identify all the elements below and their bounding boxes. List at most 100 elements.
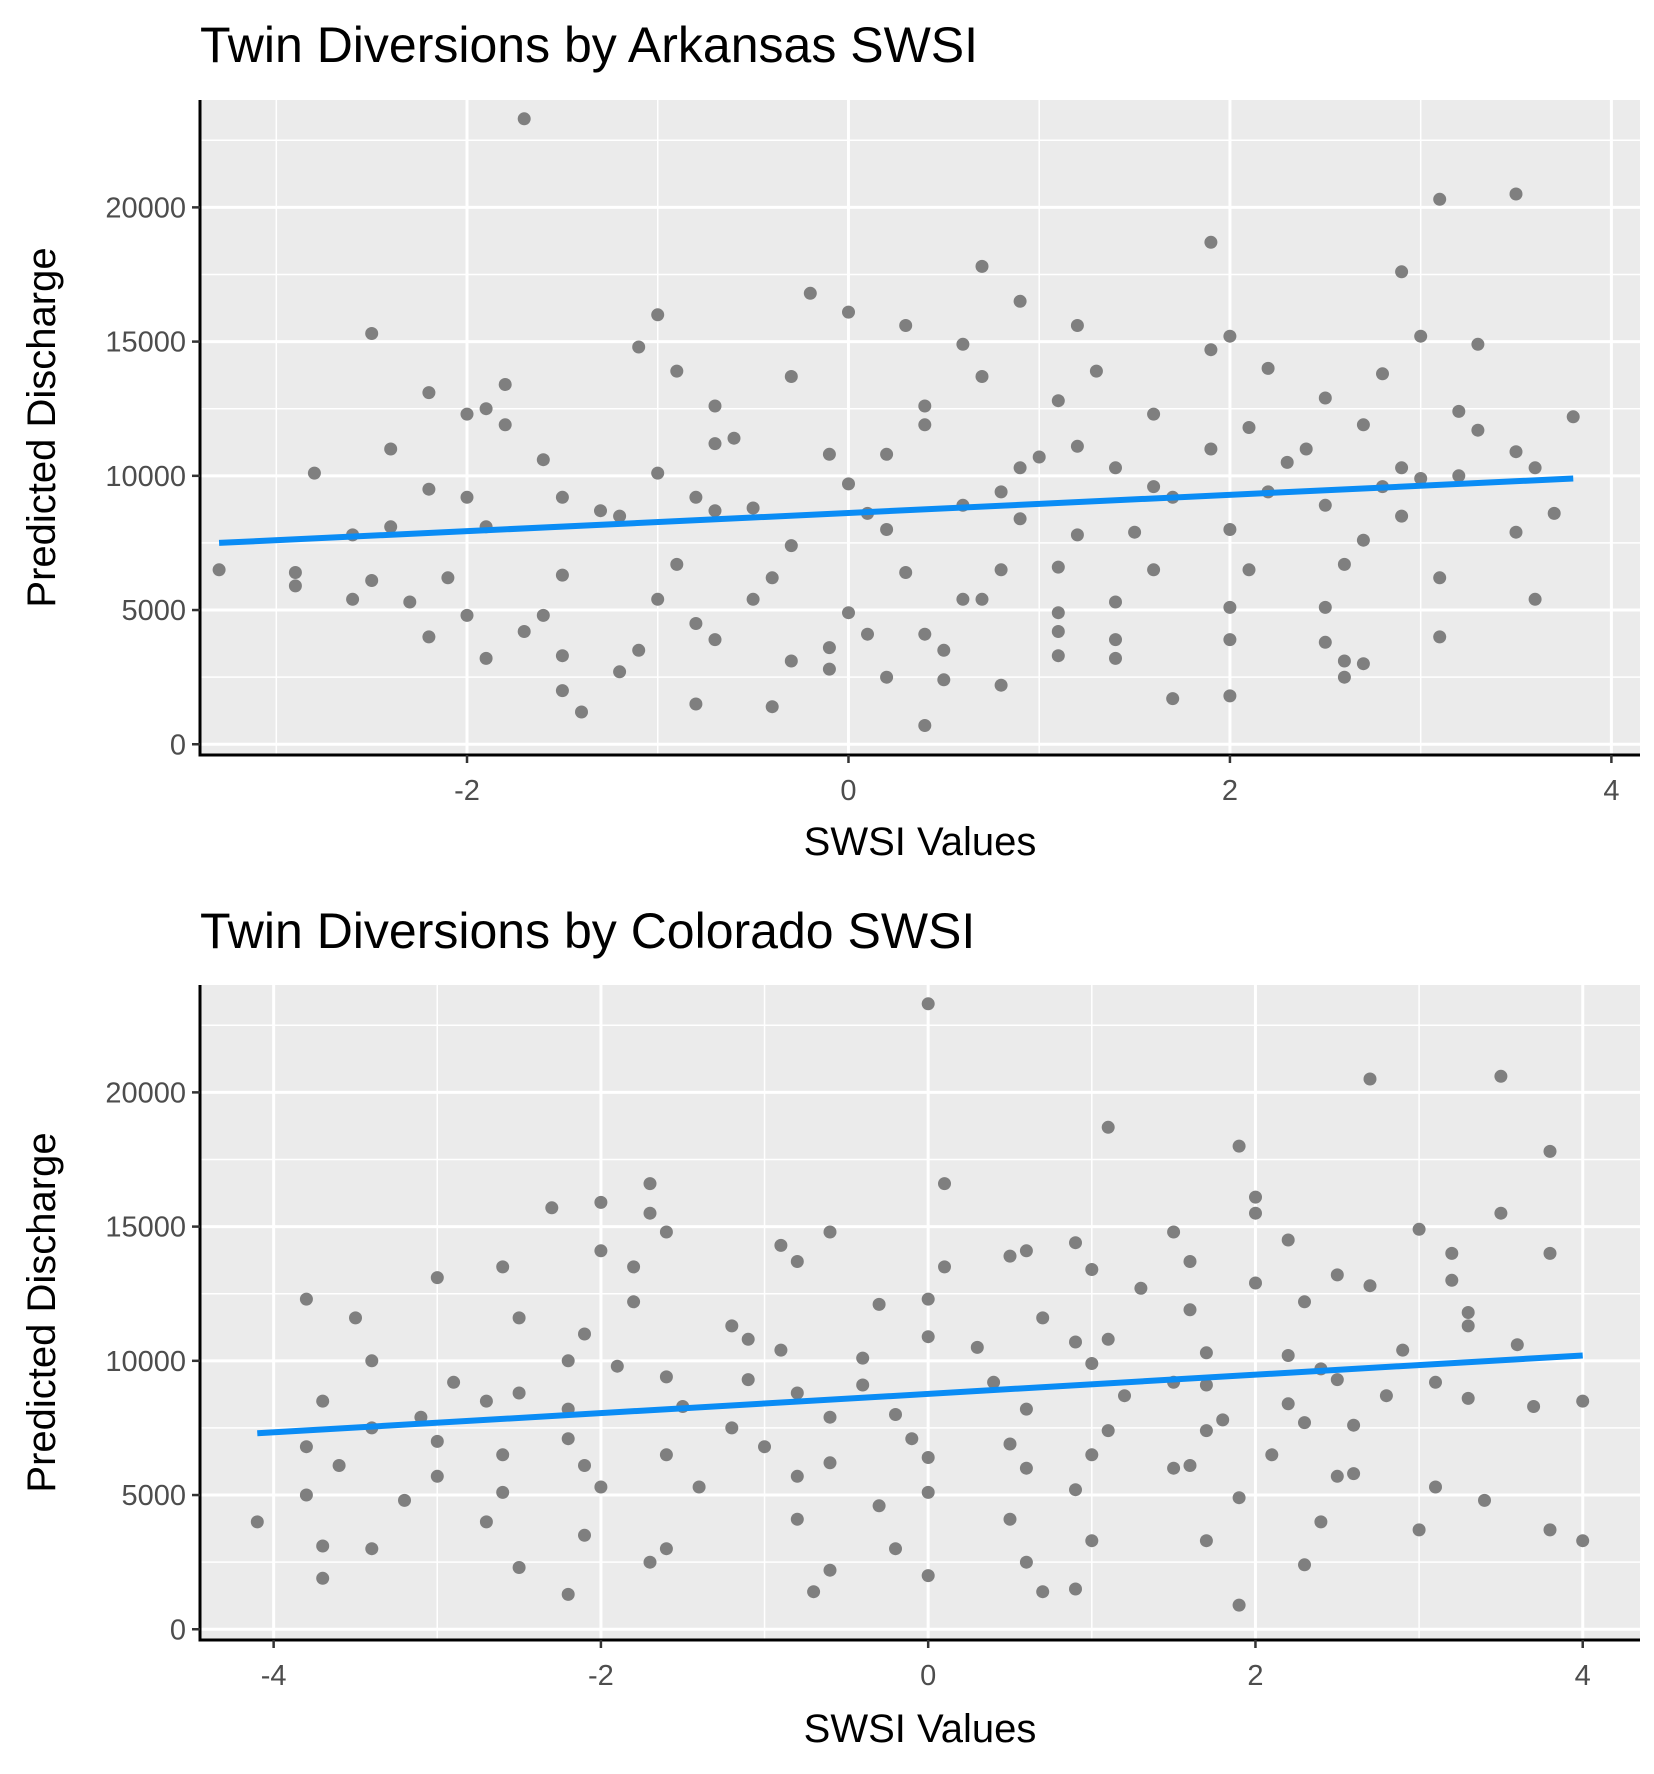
trend-line <box>218 475 1574 546</box>
x-tick-label: -4 <box>261 1660 287 1692</box>
data-point <box>1089 364 1103 378</box>
data-point <box>498 418 512 432</box>
data-point <box>765 571 779 585</box>
data-point <box>512 1386 526 1400</box>
data-point <box>1109 633 1122 647</box>
data-point <box>1543 1523 1557 1537</box>
data-point <box>823 1456 837 1470</box>
data-point <box>689 617 703 630</box>
data-point <box>1085 1357 1099 1370</box>
y-tick-label: 15000 <box>105 327 186 359</box>
data-point <box>1356 533 1370 547</box>
data-point <box>1566 410 1580 424</box>
data-point <box>594 1244 608 1258</box>
data-point <box>921 1569 935 1583</box>
data-point <box>365 327 379 340</box>
data-point <box>613 665 627 679</box>
data-point <box>1167 1461 1181 1475</box>
data-point <box>889 1408 902 1421</box>
x-tick-label: 2 <box>1247 1660 1263 1692</box>
data-point <box>1069 1236 1082 1250</box>
data-point <box>692 1480 706 1494</box>
data-point <box>610 1359 624 1373</box>
y-tick-label: 0 <box>170 729 186 761</box>
data-point <box>384 442 398 456</box>
data-point <box>365 1542 379 1556</box>
data-point <box>561 1354 575 1368</box>
trend-line <box>257 1352 1583 1437</box>
data-point <box>970 1340 984 1354</box>
data-point <box>937 673 951 687</box>
data-point <box>1471 337 1485 351</box>
data-point <box>365 574 379 587</box>
data-point <box>1412 1222 1426 1236</box>
data-point <box>299 1488 313 1502</box>
data-point <box>1528 461 1542 475</box>
data-point <box>643 1177 657 1191</box>
data-point <box>1509 525 1523 539</box>
data-point <box>1199 1534 1213 1548</box>
data-point <box>1318 635 1332 649</box>
data-point <box>422 482 436 496</box>
data-point <box>899 566 913 579</box>
data-point <box>403 595 417 609</box>
data-point <box>1281 1397 1295 1411</box>
data-point <box>1232 1491 1246 1505</box>
data-point <box>994 678 1008 692</box>
data-point <box>1147 480 1161 494</box>
data-point <box>921 1485 935 1499</box>
data-point <box>1183 1459 1197 1472</box>
data-point <box>1070 528 1084 542</box>
data-point <box>575 705 588 719</box>
data-point <box>299 1440 313 1454</box>
data-point <box>790 1512 804 1526</box>
x-axis-title: SWSI Values <box>804 1707 1037 1751</box>
data-point <box>861 627 874 641</box>
data-point <box>1429 1375 1442 1389</box>
y-tick-label: 10000 <box>105 1346 186 1378</box>
data-point <box>659 1448 673 1462</box>
data-point <box>1395 265 1409 279</box>
data-point <box>430 1271 444 1285</box>
data-point <box>1395 461 1409 475</box>
data-point <box>1232 1598 1246 1612</box>
data-point <box>1298 1558 1311 1572</box>
data-point <box>1356 418 1370 432</box>
data-point <box>1396 1343 1410 1357</box>
data-point <box>880 670 894 684</box>
data-point <box>555 490 569 504</box>
data-point <box>1547 506 1561 520</box>
data-point <box>822 447 836 461</box>
data-point <box>856 1351 870 1365</box>
data-point <box>774 1238 788 1252</box>
data-point <box>1461 1319 1475 1333</box>
data-point <box>1085 1263 1099 1276</box>
data-point <box>536 608 550 622</box>
data-point <box>905 1432 919 1446</box>
data-point <box>1445 1246 1459 1260</box>
data-point <box>555 684 569 698</box>
data-point <box>1314 1515 1328 1529</box>
data-point <box>784 654 798 668</box>
data-point <box>1051 625 1065 638</box>
data-point <box>1199 1346 1213 1360</box>
data-point <box>765 700 779 714</box>
data-point <box>784 370 798 383</box>
data-point <box>1461 1306 1475 1319</box>
data-point <box>1509 187 1523 201</box>
data-point <box>803 286 817 300</box>
data-point <box>790 1255 804 1268</box>
data-point <box>1036 1311 1050 1325</box>
data-point <box>316 1571 330 1585</box>
data-point <box>479 1515 493 1529</box>
data-point <box>460 490 474 504</box>
data-point <box>784 539 798 553</box>
data-point <box>1109 461 1122 475</box>
data-point <box>880 447 894 461</box>
data-point <box>643 1206 657 1220</box>
data-point <box>689 697 703 711</box>
data-point <box>1118 1389 1131 1403</box>
data-point <box>823 1410 837 1424</box>
data-point <box>512 1561 526 1574</box>
data-point <box>1347 1418 1361 1432</box>
